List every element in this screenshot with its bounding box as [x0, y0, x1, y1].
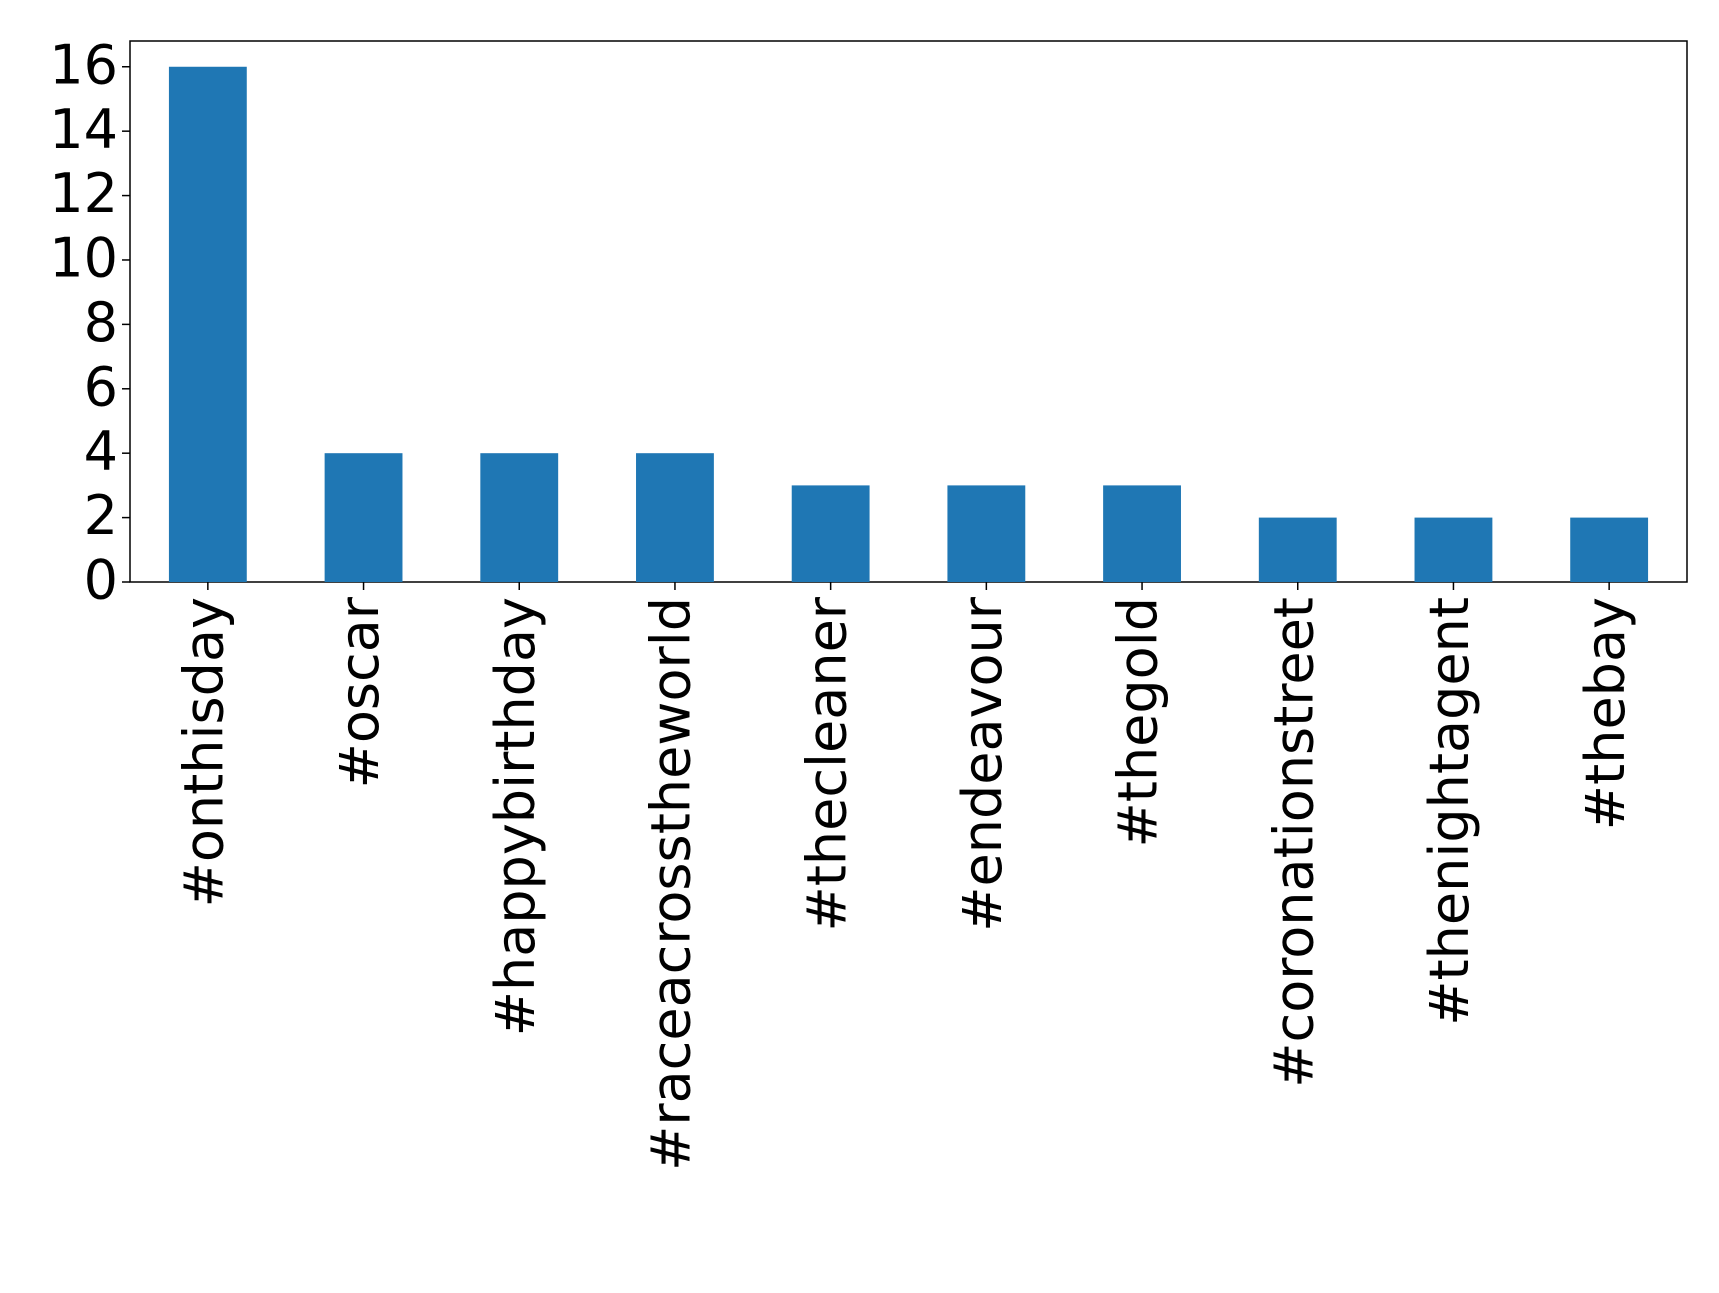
- bar: [1570, 517, 1649, 582]
- x-tick-label: #oscar: [328, 596, 391, 788]
- bar: [947, 485, 1026, 582]
- bar: [636, 453, 714, 582]
- bar: [791, 485, 870, 582]
- bar: [1414, 517, 1493, 582]
- x-tick-label: #endeavour: [951, 596, 1014, 932]
- y-tick-label: 6: [84, 355, 118, 418]
- y-tick-label: 2: [84, 484, 118, 547]
- x-tick-label: #coronationstreet: [1262, 597, 1325, 1088]
- bar: [1103, 485, 1181, 582]
- bar: [1258, 517, 1337, 582]
- x-tick-label: #thenightagent: [1418, 597, 1481, 1026]
- bar: [168, 66, 247, 582]
- y-tick-label: 14: [49, 98, 118, 161]
- plot-frame: [129, 40, 1688, 583]
- y-tick-label: 8: [84, 291, 118, 354]
- y-tick-label: 0: [84, 549, 118, 612]
- y-tick-label: 10: [49, 227, 118, 290]
- y-tick-label: 16: [49, 33, 118, 96]
- x-tick-label: #raceacrosstheworld: [640, 597, 703, 1171]
- bar: [480, 453, 559, 582]
- x-tick-label: #thecleaner: [795, 596, 858, 931]
- y-tick-label: 12: [49, 162, 118, 225]
- x-tick-label: #thebay: [1574, 597, 1637, 830]
- bar: [324, 453, 403, 582]
- x-tick-label: #happybirthday: [484, 597, 547, 1036]
- x-tick-label: #onthisday: [172, 597, 235, 907]
- x-tick-label: #thegold: [1107, 597, 1170, 847]
- y-tick-label: 4: [84, 420, 118, 483]
